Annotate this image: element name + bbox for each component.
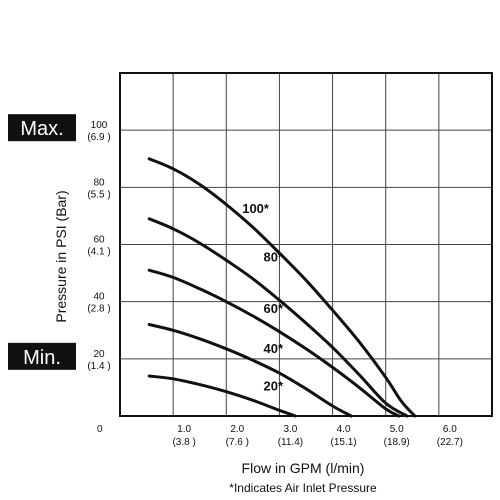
plot-frame (119, 72, 493, 417)
x-tick-sublabel: (15.1) (331, 437, 357, 448)
y-tick-label: 60 (93, 235, 105, 246)
marker-badge (8, 114, 76, 142)
marker-badge (8, 342, 76, 370)
y-axis-label: Pressure in PSI (Bar) (53, 190, 69, 322)
x-tick-sublabel: (7.6 ) (226, 437, 249, 448)
curve-label: 100* (242, 201, 270, 216)
curve-label: 20* (263, 378, 283, 393)
x-tick-sublabel: (3.8 ) (172, 437, 195, 448)
curve-label: 40* (263, 341, 283, 356)
x-tick-label: 2.0 (230, 424, 244, 435)
curve-20-psi (147, 374, 297, 418)
air-inlet-note: *Indicates Air Inlet Pressure (229, 481, 377, 495)
x-tick-sublabel: (22.7) (437, 437, 463, 448)
y-tick-label: 40 (93, 292, 105, 303)
x-tick-label: 3.0 (283, 424, 297, 435)
x-tick-label: 5.0 (390, 424, 404, 435)
curve-label: 80* (263, 250, 283, 265)
x-tick-label: 6.0 (443, 424, 457, 435)
curve-100-psi (147, 157, 417, 418)
x-tick-label: 1.0 (177, 424, 191, 435)
x-tick-labels: 1.0 (3.8 ) 2.0 (7.6 ) 3.0 (11.4) 4.0 (15.1) 5.0 (… (172, 424, 462, 448)
pressure-markers: Max. Min. (8, 114, 76, 370)
y-tick-labels: 20(1.4 ) 40(2.8 ) 60(4.1 ) 80(5.5 ) 100(6.9 … (87, 120, 110, 372)
curve-60-psi (147, 268, 401, 418)
y-tick-sublabel: (1.4 ) (87, 361, 110, 372)
marker-label: Max. (20, 118, 63, 140)
y-tick-sublabel: (5.5 ) (87, 189, 110, 200)
y-tick-sublabel: (6.9 ) (87, 132, 110, 143)
origin-label: 0 (97, 424, 103, 435)
x-axis-label: Flow in GPM (l/min) (242, 460, 365, 476)
marker-label: Min. (23, 347, 61, 369)
grid-lines (120, 73, 492, 416)
x-tick-sublabel: (11.4) (278, 437, 303, 448)
curve-label: 60* (263, 301, 283, 316)
x-tick-sublabel: (18.9) (384, 437, 410, 448)
curve-80-psi (147, 217, 409, 418)
x-tick-label: 4.0 (337, 424, 351, 435)
y-tick-label: 100 (91, 120, 108, 131)
curves (147, 157, 417, 418)
y-tick-sublabel: (4.1 ) (87, 247, 110, 258)
y-tick-label: 80 (93, 177, 105, 188)
curve-40-psi (147, 323, 353, 418)
curve-labels: 100* 80* 60* 40* 20* (242, 201, 284, 393)
y-tick-sublabel: (2.8 ) (87, 304, 110, 315)
y-tick-label: 20 (93, 349, 105, 360)
